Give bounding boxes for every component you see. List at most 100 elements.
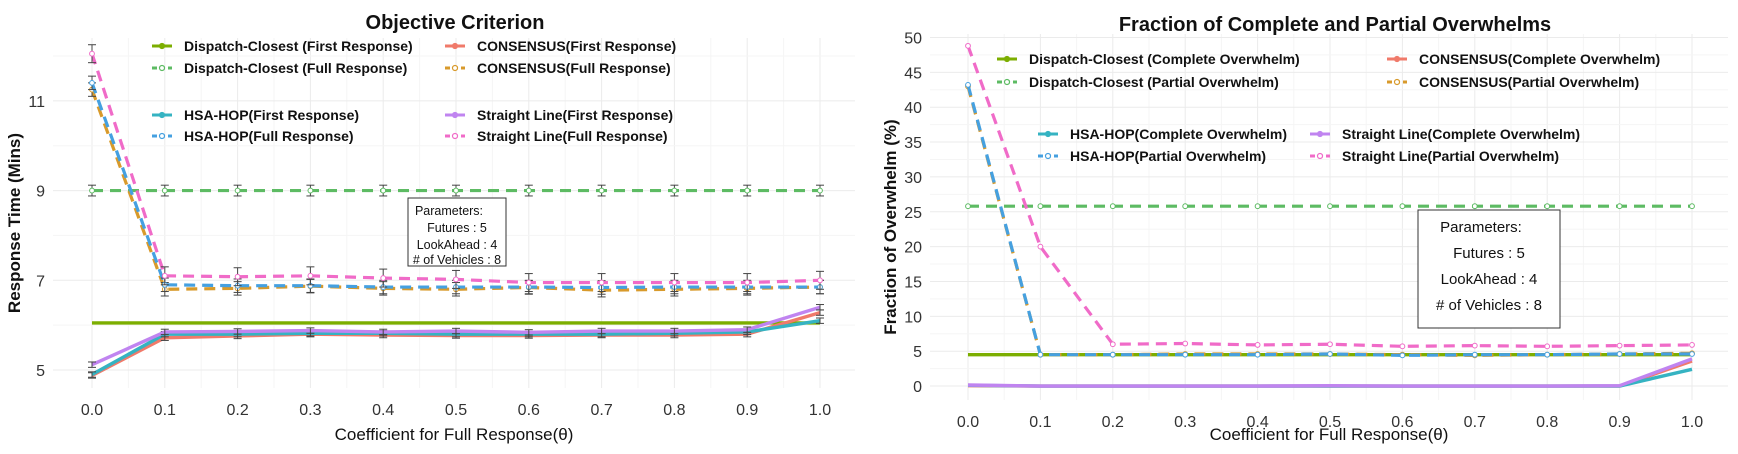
data-point bbox=[1254, 351, 1261, 358]
data-point bbox=[1109, 203, 1116, 210]
x-tick-label: 0.7 bbox=[1464, 414, 1486, 431]
legend-label: CONSENSUS(Full Response) bbox=[477, 60, 671, 76]
legend-key-point bbox=[1316, 130, 1324, 138]
series-8 bbox=[88, 44, 824, 293]
legend-key-point bbox=[158, 132, 166, 140]
y-tick-label: 11 bbox=[28, 94, 45, 111]
data-point bbox=[307, 272, 314, 279]
y-tick-label: 15 bbox=[904, 274, 922, 291]
data-point bbox=[1037, 203, 1044, 210]
y-tick-label: 9 bbox=[36, 184, 45, 201]
data-point bbox=[965, 81, 971, 88]
data-point bbox=[1254, 342, 1261, 348]
legend-label: Straight Line(Partial Overwhelm) bbox=[1342, 148, 1559, 164]
data-point bbox=[89, 79, 95, 86]
chart-title: Fraction of Complete and Partial Overwhe… bbox=[1119, 14, 1551, 36]
parameters-line: LookAhead : 4 bbox=[417, 238, 498, 252]
series-2 bbox=[88, 184, 824, 197]
legend-key-point bbox=[1044, 130, 1052, 138]
series-line bbox=[967, 357, 1693, 388]
data-point bbox=[1471, 342, 1478, 349]
data-point bbox=[525, 187, 532, 194]
y-tick-label: 45 bbox=[904, 65, 922, 82]
data-point bbox=[1616, 342, 1623, 349]
legend-label: Dispatch-Closest (Full Response) bbox=[184, 60, 407, 76]
data-point bbox=[161, 187, 168, 194]
x-tick-label: 0.0 bbox=[957, 414, 979, 431]
data-point bbox=[161, 272, 168, 279]
legend-key-point bbox=[158, 111, 166, 119]
data-point bbox=[1327, 351, 1333, 357]
data-point bbox=[1689, 342, 1695, 348]
series-7 bbox=[967, 357, 1693, 388]
parameters-box-frame bbox=[1417, 209, 1561, 329]
data-point bbox=[1616, 351, 1623, 357]
data-point bbox=[89, 50, 95, 57]
data-point bbox=[1109, 341, 1116, 348]
data-point bbox=[307, 187, 314, 194]
y-tick-label: 40 bbox=[904, 100, 922, 117]
legend-label: HSA-HOP(First Response) bbox=[184, 107, 359, 123]
parameters-line: # of Vehicles : 8 bbox=[413, 253, 501, 267]
data-point bbox=[1327, 341, 1333, 348]
series-line bbox=[966, 45, 1693, 348]
legend-key-point bbox=[1393, 78, 1401, 86]
legend-key-point bbox=[451, 132, 459, 140]
x-tick-label: 0.9 bbox=[1608, 414, 1630, 431]
x-tick-label: 0.4 bbox=[1246, 414, 1268, 431]
x-tick-label: 0.3 bbox=[299, 402, 321, 419]
series-2 bbox=[965, 203, 1695, 210]
legend-label: CONSENSUS(Partial Overwhelm) bbox=[1419, 74, 1639, 90]
data-point bbox=[1182, 203, 1189, 210]
data-point bbox=[1399, 343, 1406, 350]
data-point bbox=[1037, 351, 1044, 358]
y-tick-label: 20 bbox=[904, 240, 922, 257]
y-tick-label: 50 bbox=[904, 30, 922, 47]
data-point bbox=[234, 187, 241, 194]
x-tick-label: 0.1 bbox=[1029, 414, 1051, 431]
legend-label: Straight Line(Full Response) bbox=[477, 128, 668, 144]
x-tick-label: 0.5 bbox=[445, 402, 467, 419]
parameters-line: LookAhead : 4 bbox=[1441, 271, 1538, 288]
series-line bbox=[90, 89, 821, 292]
y-tick-label: 10 bbox=[904, 309, 922, 326]
chart-fraction-overwhelms: Fraction of Complete and Partial Overwhe… bbox=[881, 14, 1728, 444]
data-point bbox=[453, 276, 459, 283]
y-tick-label: 35 bbox=[904, 135, 922, 152]
x-tick-label: 0.2 bbox=[226, 402, 248, 419]
x-tick-label: 0.6 bbox=[1391, 414, 1413, 431]
x-axis-title: Coefficient for Full Response(θ) bbox=[335, 425, 574, 444]
data-point bbox=[817, 277, 823, 284]
parameters-line: # of Vehicles : 8 bbox=[1436, 297, 1542, 314]
data-point bbox=[525, 279, 532, 286]
parameters-line: Parameters: bbox=[1440, 219, 1522, 236]
x-tick-label: 0.9 bbox=[736, 402, 758, 419]
legend-key-point bbox=[158, 64, 166, 72]
data-point bbox=[1544, 343, 1551, 350]
legend-label: Dispatch-Closest (Partial Overwhelm) bbox=[1029, 74, 1279, 90]
parameters-box: Parameters: Futures : 5 LookAhead : 4# of … bbox=[407, 197, 507, 267]
x-tick-label: 0.1 bbox=[154, 402, 176, 419]
series-7 bbox=[88, 304, 824, 368]
legend: Dispatch-Closest (Complete Overwhelm) CON… bbox=[997, 51, 1660, 164]
legend-label: CONSENSUS(First Response) bbox=[477, 38, 676, 54]
data-point bbox=[1109, 351, 1116, 358]
data-point bbox=[1471, 351, 1478, 358]
legend-key-point bbox=[1003, 55, 1011, 63]
data-point bbox=[453, 187, 459, 194]
y-tick-label: 5 bbox=[913, 344, 922, 361]
parameters-line: Futures : 5 bbox=[1453, 245, 1525, 262]
data-point bbox=[1689, 351, 1695, 357]
data-point bbox=[598, 279, 605, 286]
data-point bbox=[1327, 203, 1333, 210]
data-point bbox=[965, 203, 971, 210]
data-point bbox=[965, 42, 971, 49]
x-tick-label: 0.3 bbox=[1174, 414, 1196, 431]
y-axis-title: Response Time (Mins) bbox=[5, 133, 24, 313]
data-point bbox=[380, 187, 387, 194]
chart-title: Objective Criterion bbox=[366, 12, 545, 34]
y-tick-label: 30 bbox=[904, 170, 922, 187]
y-tick-label: 0 bbox=[913, 379, 922, 396]
data-point bbox=[1471, 203, 1478, 210]
